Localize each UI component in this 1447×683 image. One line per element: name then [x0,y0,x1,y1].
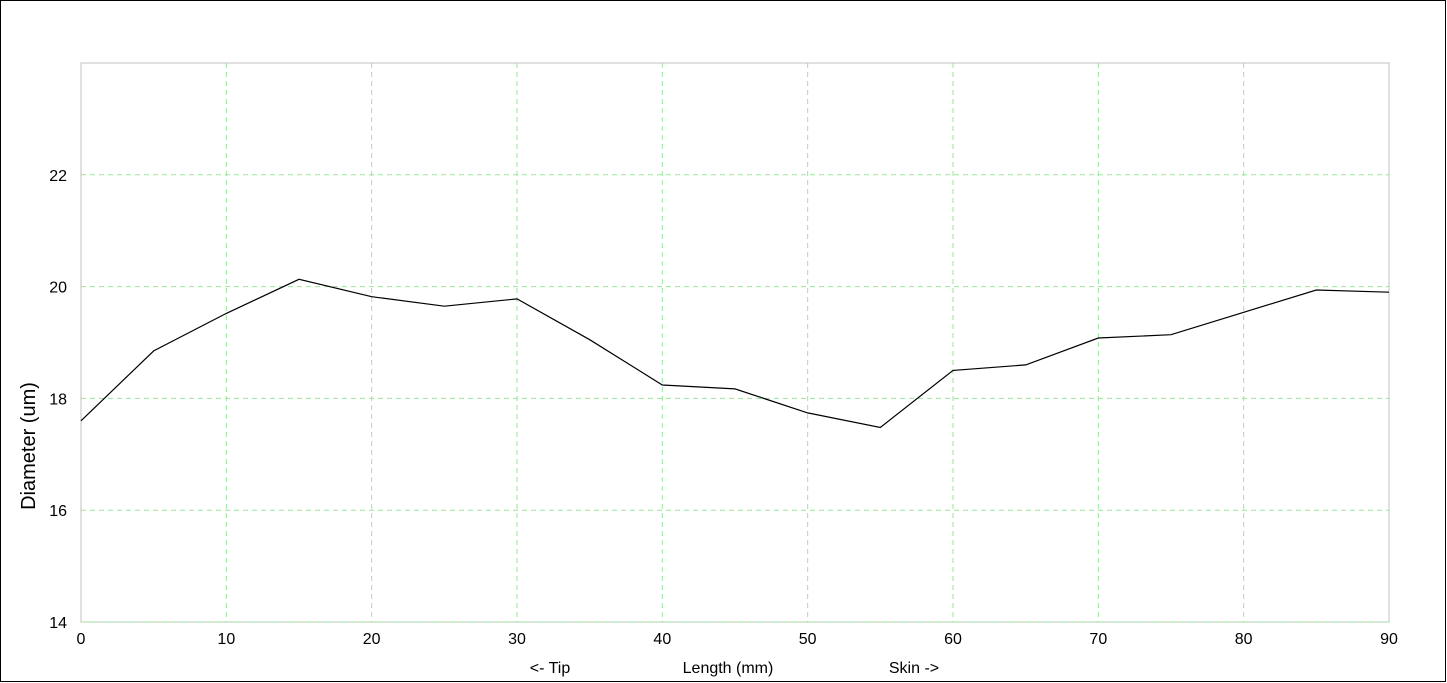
x-tick-label: 10 [217,631,235,648]
y-tick-label: 16 [49,503,67,520]
x-tick-labels: 0 10 20 30 40 50 60 70 80 90 [77,631,1398,648]
y-tick-label: 20 [49,280,67,297]
y-tick-labels: 14 16 18 20 22 [49,168,67,632]
x-tick-label: 60 [944,631,962,648]
x-tick-label: 20 [363,631,381,648]
x-axis-title-right: Skin -> [889,660,939,677]
x-tick-label: 90 [1380,631,1398,648]
x-tick-label: 30 [508,631,526,648]
y-tick-label: 14 [49,615,67,632]
x-tick-label: 80 [1235,631,1253,648]
x-tick-label: 40 [653,631,671,648]
y-tick-label: 22 [49,168,67,185]
data-series [80,278,1390,429]
plot-area [80,62,1390,623]
grid-lines [81,63,1389,623]
y-tick-label: 18 [49,391,67,408]
x-tick-label: 0 [77,631,86,648]
y-axis-title: Diameter (um) [18,382,40,510]
series-line [80,278,1390,429]
x-tick-label: 70 [1089,631,1107,648]
x-axis-title-left: <- Tip [530,660,571,677]
x-axis-title: Length (mm) [683,660,774,677]
x-tick-label: 50 [799,631,817,648]
